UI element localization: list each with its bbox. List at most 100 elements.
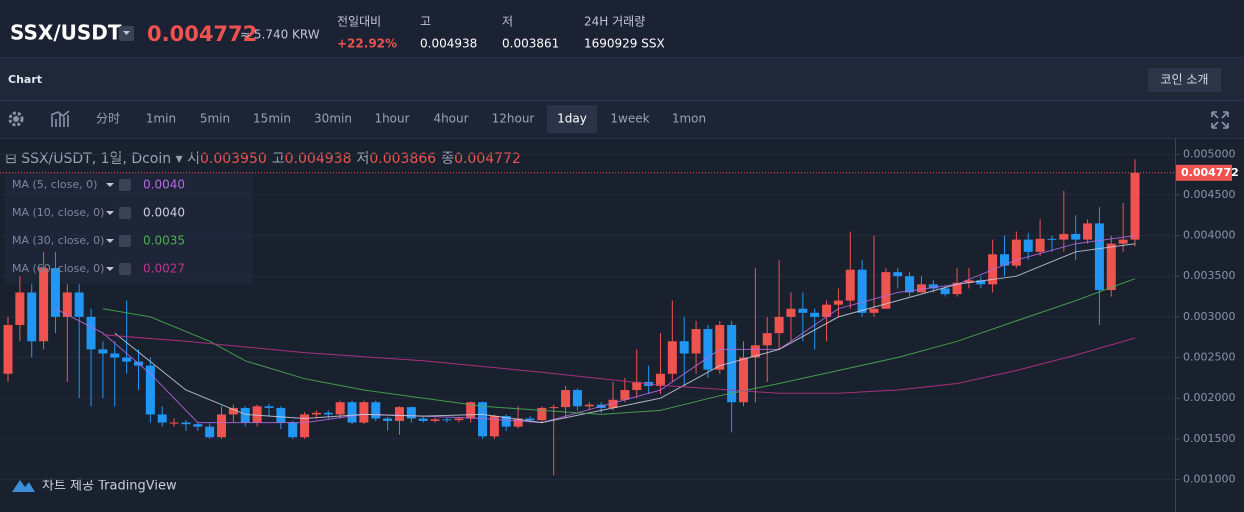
- interval-button[interactable]: 1week: [610, 112, 649, 126]
- tradingview-logo: [12, 480, 35, 492]
- candle-body: [845, 269, 855, 301]
- candle-body: [110, 353, 120, 358]
- last-price-tag: [1176, 164, 1232, 181]
- ohlc-label: 고: [272, 151, 285, 167]
- candle-body: [300, 414, 310, 438]
- candle-body: [335, 402, 345, 415]
- ma-name: MA (10, close, 0): [12, 206, 104, 219]
- stat-value: +22.92%: [337, 37, 397, 51]
- candle-body: [442, 419, 452, 421]
- candle-body: [276, 407, 286, 423]
- candle-body: [62, 292, 72, 317]
- candle-body: [655, 373, 665, 386]
- indicator-icon[interactable]: [50, 110, 70, 127]
- ma-dropdown: [106, 211, 114, 215]
- stat-value: 0.004938: [420, 37, 477, 51]
- stat-label: 저: [502, 15, 513, 29]
- candle-body: [822, 304, 832, 317]
- candle-body: [905, 276, 915, 293]
- logo-mark: [12, 480, 35, 492]
- candle-body: [549, 407, 559, 409]
- candle-body: [501, 416, 511, 427]
- candle-body: [762, 333, 772, 346]
- y-tick-label: 0.002000: [1183, 391, 1236, 404]
- ma-value: 0.0040: [143, 178, 185, 192]
- y-tick-label: 0.001000: [1183, 472, 1236, 485]
- y-tick-label: 0.004500: [1183, 188, 1236, 201]
- candle-body: [786, 308, 796, 317]
- ma-value: 0.0035: [143, 234, 185, 248]
- interval-button[interactable]: 15min: [253, 112, 291, 126]
- candle-body: [608, 399, 618, 408]
- interval-active-bg: [547, 105, 597, 133]
- candle-body: [750, 345, 760, 358]
- candle-body: [3, 325, 13, 374]
- candle-body: [1011, 239, 1021, 266]
- candle-body: [145, 365, 155, 415]
- ma-visibility: [119, 263, 131, 275]
- candle-body: [1059, 233, 1069, 240]
- interval-button[interactable]: 5min: [200, 112, 230, 126]
- footer: 차트 제공 TradingView: [42, 479, 177, 494]
- interval-button[interactable]: 1mon: [672, 112, 706, 126]
- ma-line: [114, 243, 1136, 424]
- ma-dropdown: [106, 239, 114, 243]
- legend-arrow[interactable]: ▾: [171, 151, 187, 167]
- candle-body: [418, 418, 428, 421]
- collapse-icon[interactable]: ⊟: [5, 151, 21, 167]
- interval-button[interactable]: 30min: [314, 112, 352, 126]
- legend-title: SSX/USDT, 1일, Dcoin: [21, 151, 171, 167]
- settings-icon[interactable]: [8, 111, 24, 127]
- candle-body: [916, 284, 926, 293]
- ohlc-value: 0.004772: [454, 151, 521, 167]
- ma-visibility: [119, 235, 131, 247]
- candle-body: [430, 419, 440, 421]
- ma-dropdown: [106, 183, 114, 187]
- ma-name: MA (60, close, 0): [12, 262, 104, 275]
- candle-body: [727, 325, 737, 403]
- interval-button[interactable]: 1min: [146, 112, 176, 126]
- candle-body: [74, 292, 84, 317]
- interval-button[interactable]: 分时: [96, 112, 120, 126]
- interval-button[interactable]: 1day: [557, 112, 587, 126]
- candle-body: [1094, 223, 1104, 291]
- stat-value: 0.003861: [502, 37, 559, 51]
- candle-body: [98, 349, 108, 354]
- candle-body: [489, 416, 499, 437]
- pair: SSX/USDT: [10, 21, 122, 45]
- candle-body: [39, 268, 49, 342]
- interval-button[interactable]: 1hour: [374, 112, 409, 126]
- y-tick-label: 0.002500: [1183, 351, 1236, 364]
- y-tick-label: 0.005000: [1183, 147, 1236, 160]
- candle-body: [679, 341, 689, 354]
- ohlc-value: 0.003950: [200, 151, 267, 167]
- chart-bar-bg: [0, 57, 1244, 100]
- ohlc-value: 0.004938: [285, 151, 352, 167]
- candle-body: [252, 406, 262, 423]
- interval-button[interactable]: 4hour: [433, 112, 468, 126]
- candle-body: [976, 280, 986, 285]
- candle-body: [311, 412, 321, 415]
- candle-body: [193, 424, 203, 427]
- candle-body: [691, 329, 701, 354]
- candle-body: [1023, 239, 1033, 252]
- y-tick-label: 0.003000: [1183, 310, 1236, 323]
- ma-line: [102, 278, 1136, 415]
- coin-intro-button[interactable]: [1148, 68, 1221, 92]
- candle-body: [1000, 254, 1010, 266]
- candle-body: [1118, 239, 1128, 244]
- fullscreen-icon[interactable]: [1211, 111, 1229, 129]
- candle-body: [371, 402, 381, 419]
- interval-button[interactable]: 12hour: [492, 112, 535, 126]
- ma-line: [55, 235, 1136, 424]
- candle-body: [798, 308, 808, 313]
- candle-body: [715, 325, 725, 370]
- candle-body: [181, 422, 191, 425]
- candle-body: [1047, 238, 1057, 240]
- ohlc-label: 저: [356, 151, 369, 167]
- header-bg: [0, 0, 1244, 57]
- candle-body: [454, 418, 464, 421]
- candle-body: [323, 412, 333, 415]
- candle-body: [1106, 243, 1116, 291]
